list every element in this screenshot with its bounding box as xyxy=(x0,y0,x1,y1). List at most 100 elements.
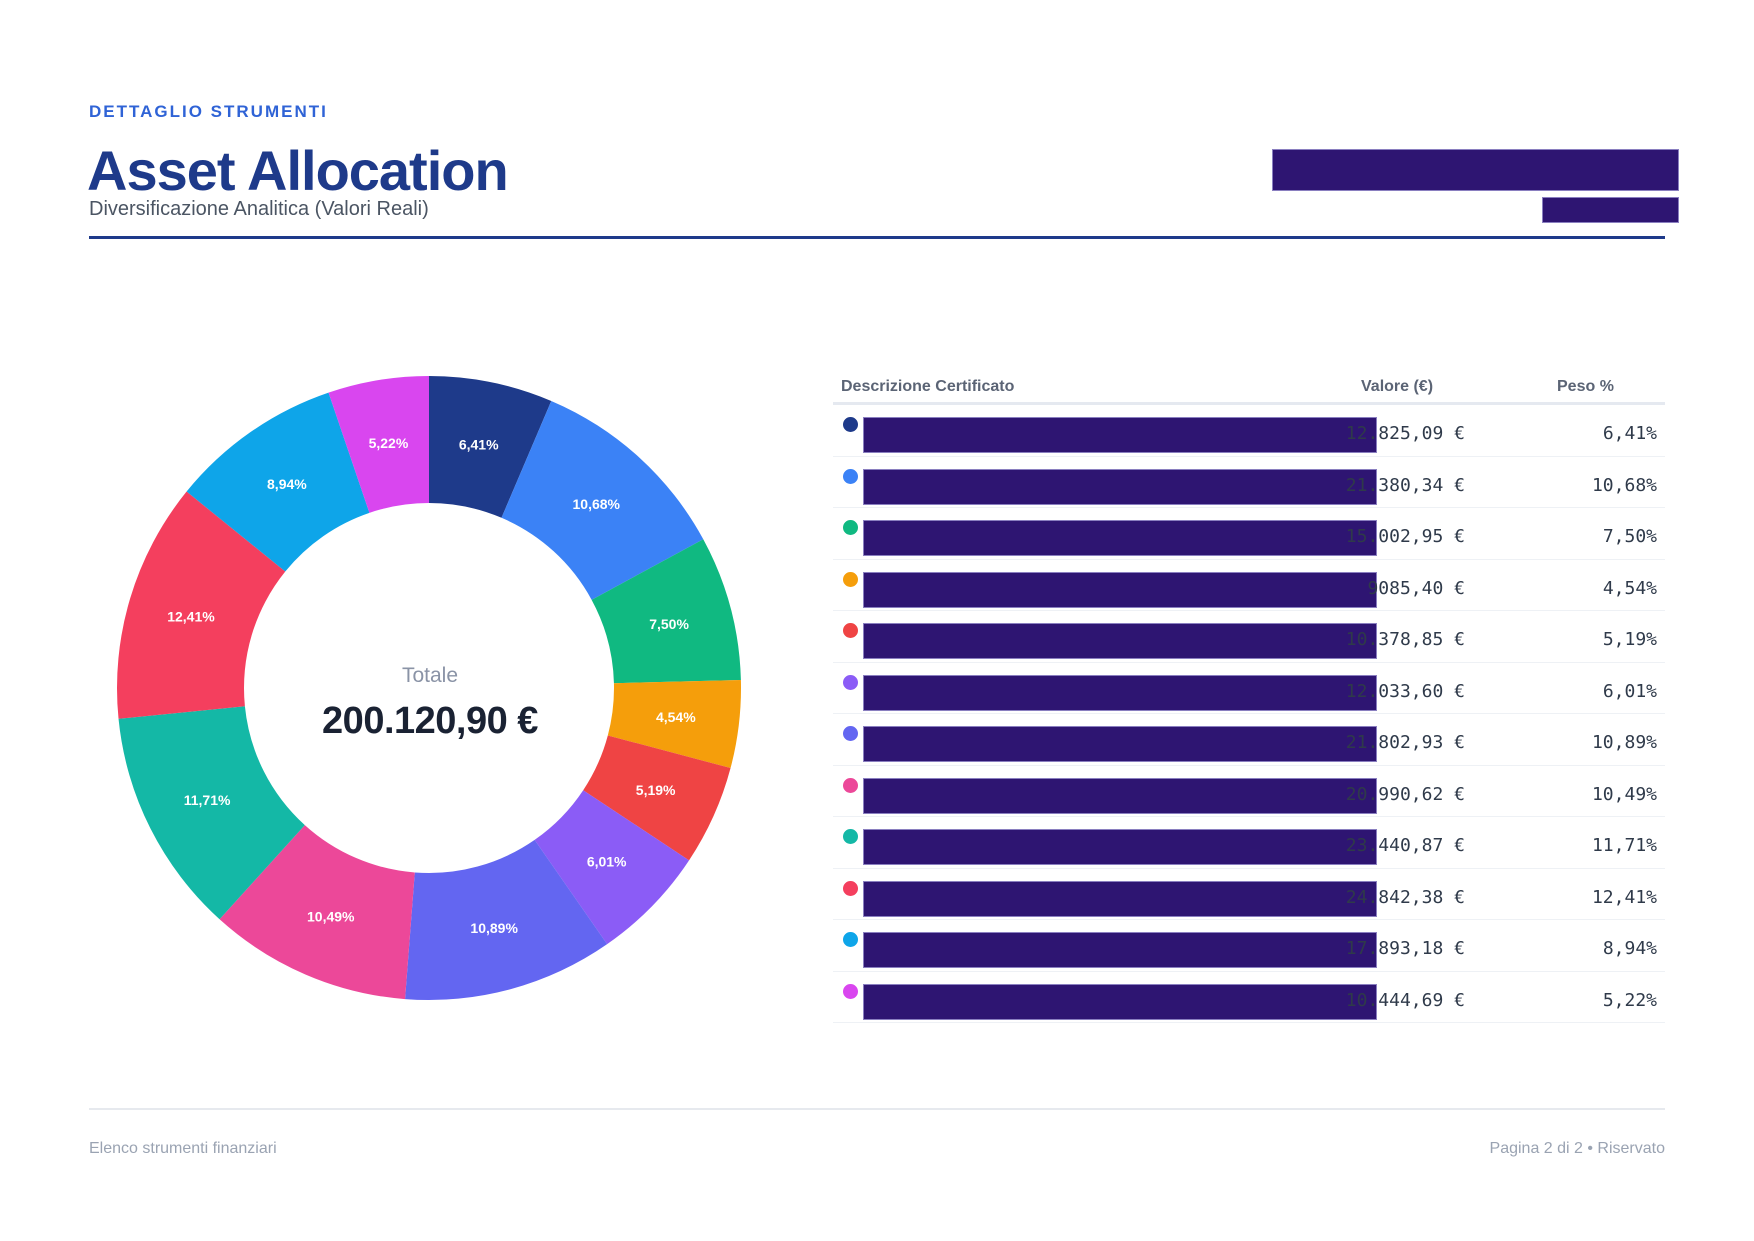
row-peso: 4,54% xyxy=(1602,577,1657,599)
slice-percent-label: 12,41% xyxy=(167,609,215,625)
slice-percent-label: 7,50% xyxy=(649,616,689,632)
donut-slice xyxy=(429,376,552,518)
column-header-valore: Valore (€) xyxy=(1361,378,1434,395)
table-row: 21.802,93 € 10,89% xyxy=(833,714,1665,766)
slice-percent-label: 5,19% xyxy=(636,782,676,798)
table-row: 20.990,62 € 10,49% xyxy=(833,766,1665,817)
row-peso: 12,41% xyxy=(1591,886,1657,908)
redacted-description xyxy=(863,417,1377,453)
legend-color-dot xyxy=(843,777,858,793)
legend-color-dot xyxy=(843,417,858,432)
table-header: Descrizione Certificato Valore (€) Peso … xyxy=(833,378,1665,405)
row-valore: 17.893,18 € xyxy=(1345,938,1465,959)
legend-color-dot xyxy=(843,829,858,844)
table-row: 12.825,09 € 6,41% xyxy=(833,405,1665,457)
donut-slice xyxy=(607,679,741,769)
row-peso: 8,94% xyxy=(1602,938,1657,959)
footer-document-name: Elenco strumenti finanziari xyxy=(89,1140,277,1157)
redacted-description xyxy=(863,880,1377,917)
slice-percent-label: 10,89% xyxy=(470,920,518,936)
donut-center-label: Totale xyxy=(401,664,459,687)
donut-slice xyxy=(186,392,370,572)
slice-percent-label: 8,94% xyxy=(267,476,307,492)
donut-center-total: 200.120,90 € xyxy=(322,700,538,742)
row-peso: 5,22% xyxy=(1602,989,1657,1011)
table-row: 24.842,38 € 12,41% xyxy=(833,869,1665,920)
legend-color-dot xyxy=(843,468,858,484)
redacted-description xyxy=(863,674,1377,711)
legend-color-dot xyxy=(843,623,858,638)
redacted-description xyxy=(863,571,1377,608)
slice-percent-label: 5,22% xyxy=(369,435,409,451)
row-peso: 10,89% xyxy=(1591,732,1657,753)
table-row: 21.380,34 € 10,68% xyxy=(833,457,1665,508)
header-divider xyxy=(89,236,1665,239)
row-valore: 20.990,62 € xyxy=(1345,783,1465,805)
row-valore: 10.378,85 € xyxy=(1345,629,1465,650)
row-valore: 12.033,60 € xyxy=(1345,680,1465,702)
row-valore: 9085,40 € xyxy=(1367,577,1465,599)
row-valore: 15.002,95 € xyxy=(1345,526,1465,547)
slice-percent-label: 6,41% xyxy=(459,437,499,453)
redacted-description xyxy=(863,829,1377,865)
footer-page-info: Pagina 2 di 2 • Riservato xyxy=(1489,1140,1665,1157)
page-title: Asset Allocation xyxy=(87,139,509,202)
donut-svg: 6,41% 10,68% 7,50% 4,54% 5,19% 6,01% 10,89% 10,… xyxy=(117,376,741,1000)
legend-color-dot xyxy=(843,983,858,999)
redacted-block-logo xyxy=(1272,149,1679,191)
legend-color-dot xyxy=(843,932,858,947)
redacted-description xyxy=(863,726,1377,762)
redacted-block-small xyxy=(1542,197,1679,223)
donut-slice xyxy=(328,376,429,513)
allocation-table: Descrizione Certificato Valore (€) Peso … xyxy=(833,378,1665,1023)
row-peso: 6,41% xyxy=(1602,423,1657,444)
table-row: 12.033,60 € 6,01% xyxy=(833,663,1665,714)
legend-color-dot xyxy=(843,880,858,896)
slice-percent-label: 10,49% xyxy=(307,908,355,924)
donut-slice xyxy=(534,790,690,945)
slice-percent-label: 10,68% xyxy=(573,496,621,512)
donut-slice xyxy=(117,491,286,719)
redacted-description xyxy=(863,623,1377,659)
slice-percent-label: 6,01% xyxy=(587,854,627,870)
redacted-description xyxy=(863,932,1377,968)
slice-percent-label: 4,54% xyxy=(656,709,696,725)
section-eyebrow: DETTAGLIO STRUMENTI xyxy=(89,102,328,121)
row-valore: 12.825,09 € xyxy=(1345,423,1465,444)
row-peso: 7,50% xyxy=(1602,526,1657,547)
table-row: 23.440,87 € 11,71% xyxy=(833,817,1665,869)
slice-percent-label: 11,71% xyxy=(184,792,231,808)
donut-chart: 6,41% 10,68% 7,50% 4,54% 5,19% 6,01% 10,89% 10,… xyxy=(110,370,750,1010)
donut-slice xyxy=(118,706,305,920)
donut-slice xyxy=(591,539,741,684)
column-header-peso: Peso % xyxy=(1557,378,1614,395)
redacted-description xyxy=(863,983,1377,1020)
donut-slice xyxy=(583,735,731,861)
row-valore: 23.440,87 € xyxy=(1345,835,1465,856)
table-body: 12.825,09 € 6,41% 21.380,34 € 10,68% 15.002,… xyxy=(833,405,1665,1023)
table-row: 10.378,85 € 5,19% xyxy=(833,611,1665,663)
donut-slice xyxy=(219,825,415,1000)
table-row: 15.002,95 € 7,50% xyxy=(833,508,1665,560)
row-peso: 10,68% xyxy=(1591,474,1657,496)
column-header-descrizione: Descrizione Certificato xyxy=(841,378,1015,395)
legend-color-dot xyxy=(843,674,858,690)
page-subtitle: Diversificazione Analitica (Valori Reali… xyxy=(89,198,429,220)
legend-color-dot xyxy=(843,571,858,587)
redacted-description xyxy=(863,468,1377,505)
row-valore: 21.802,93 € xyxy=(1345,732,1465,753)
legend-color-dot xyxy=(843,520,858,535)
redacted-description xyxy=(863,520,1377,556)
row-valore: 24.842,38 € xyxy=(1345,886,1465,908)
row-peso: 10,49% xyxy=(1591,783,1657,805)
redacted-description xyxy=(863,777,1377,814)
row-valore: 21.380,34 € xyxy=(1345,474,1465,496)
table-row: 10.444,69 € 5,22% xyxy=(833,972,1665,1023)
row-peso: 5,19% xyxy=(1602,629,1657,650)
table-row: 17.893,18 € 8,94% xyxy=(833,920,1665,972)
table-row: 9085,40 € 4,54% xyxy=(833,560,1665,611)
row-peso: 6,01% xyxy=(1602,680,1657,702)
row-peso: 11,71% xyxy=(1591,835,1657,856)
donut-slice xyxy=(501,400,704,600)
legend-color-dot xyxy=(843,726,858,741)
